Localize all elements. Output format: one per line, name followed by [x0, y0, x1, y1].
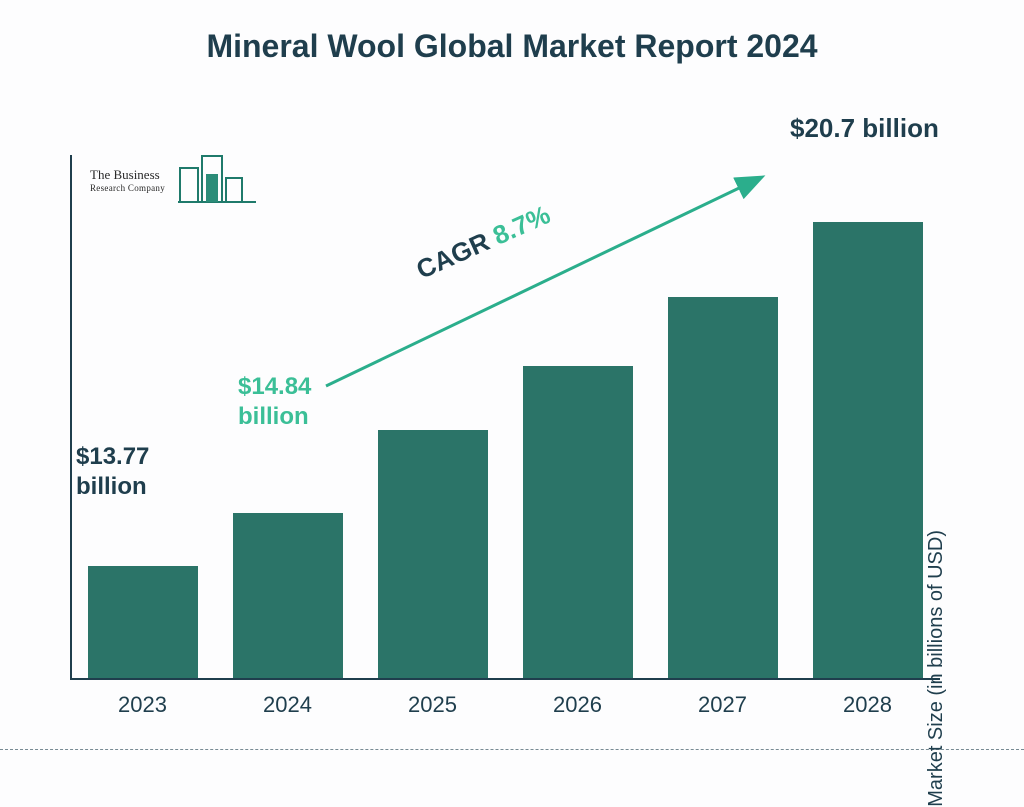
bar — [668, 297, 778, 678]
value-label: $14.84billion — [238, 372, 311, 432]
footer-divider — [0, 749, 1024, 750]
value-label: $20.7 billion — [790, 112, 939, 145]
bar-wrap — [368, 430, 498, 678]
chart-area: 202320242025202620272028 Market Size (in… — [70, 120, 940, 680]
bar — [523, 366, 633, 678]
bar — [813, 222, 923, 678]
bar — [88, 566, 198, 678]
bar-wrap — [223, 513, 353, 678]
bar-wrap — [513, 366, 643, 678]
bar-wrap — [658, 297, 788, 678]
bar — [233, 513, 343, 678]
bar-wrap — [78, 566, 208, 678]
x-label: 2026 — [513, 692, 643, 718]
bar — [378, 430, 488, 678]
x-label: 2027 — [658, 692, 788, 718]
x-labels-container: 2023 2024 2025 2026 2027 2028 — [70, 692, 940, 718]
x-label: 2024 — [223, 692, 353, 718]
x-label: 2023 — [78, 692, 208, 718]
value-label: $13.77billion — [76, 442, 149, 502]
chart-title: Mineral Wool Global Market Report 2024 — [0, 28, 1024, 65]
y-axis-title: Market Size (in billions of USD) — [925, 530, 948, 807]
x-axis — [70, 678, 940, 680]
x-label: 2025 — [368, 692, 498, 718]
x-label: 2028 — [803, 692, 933, 718]
bar-wrap — [803, 222, 933, 678]
